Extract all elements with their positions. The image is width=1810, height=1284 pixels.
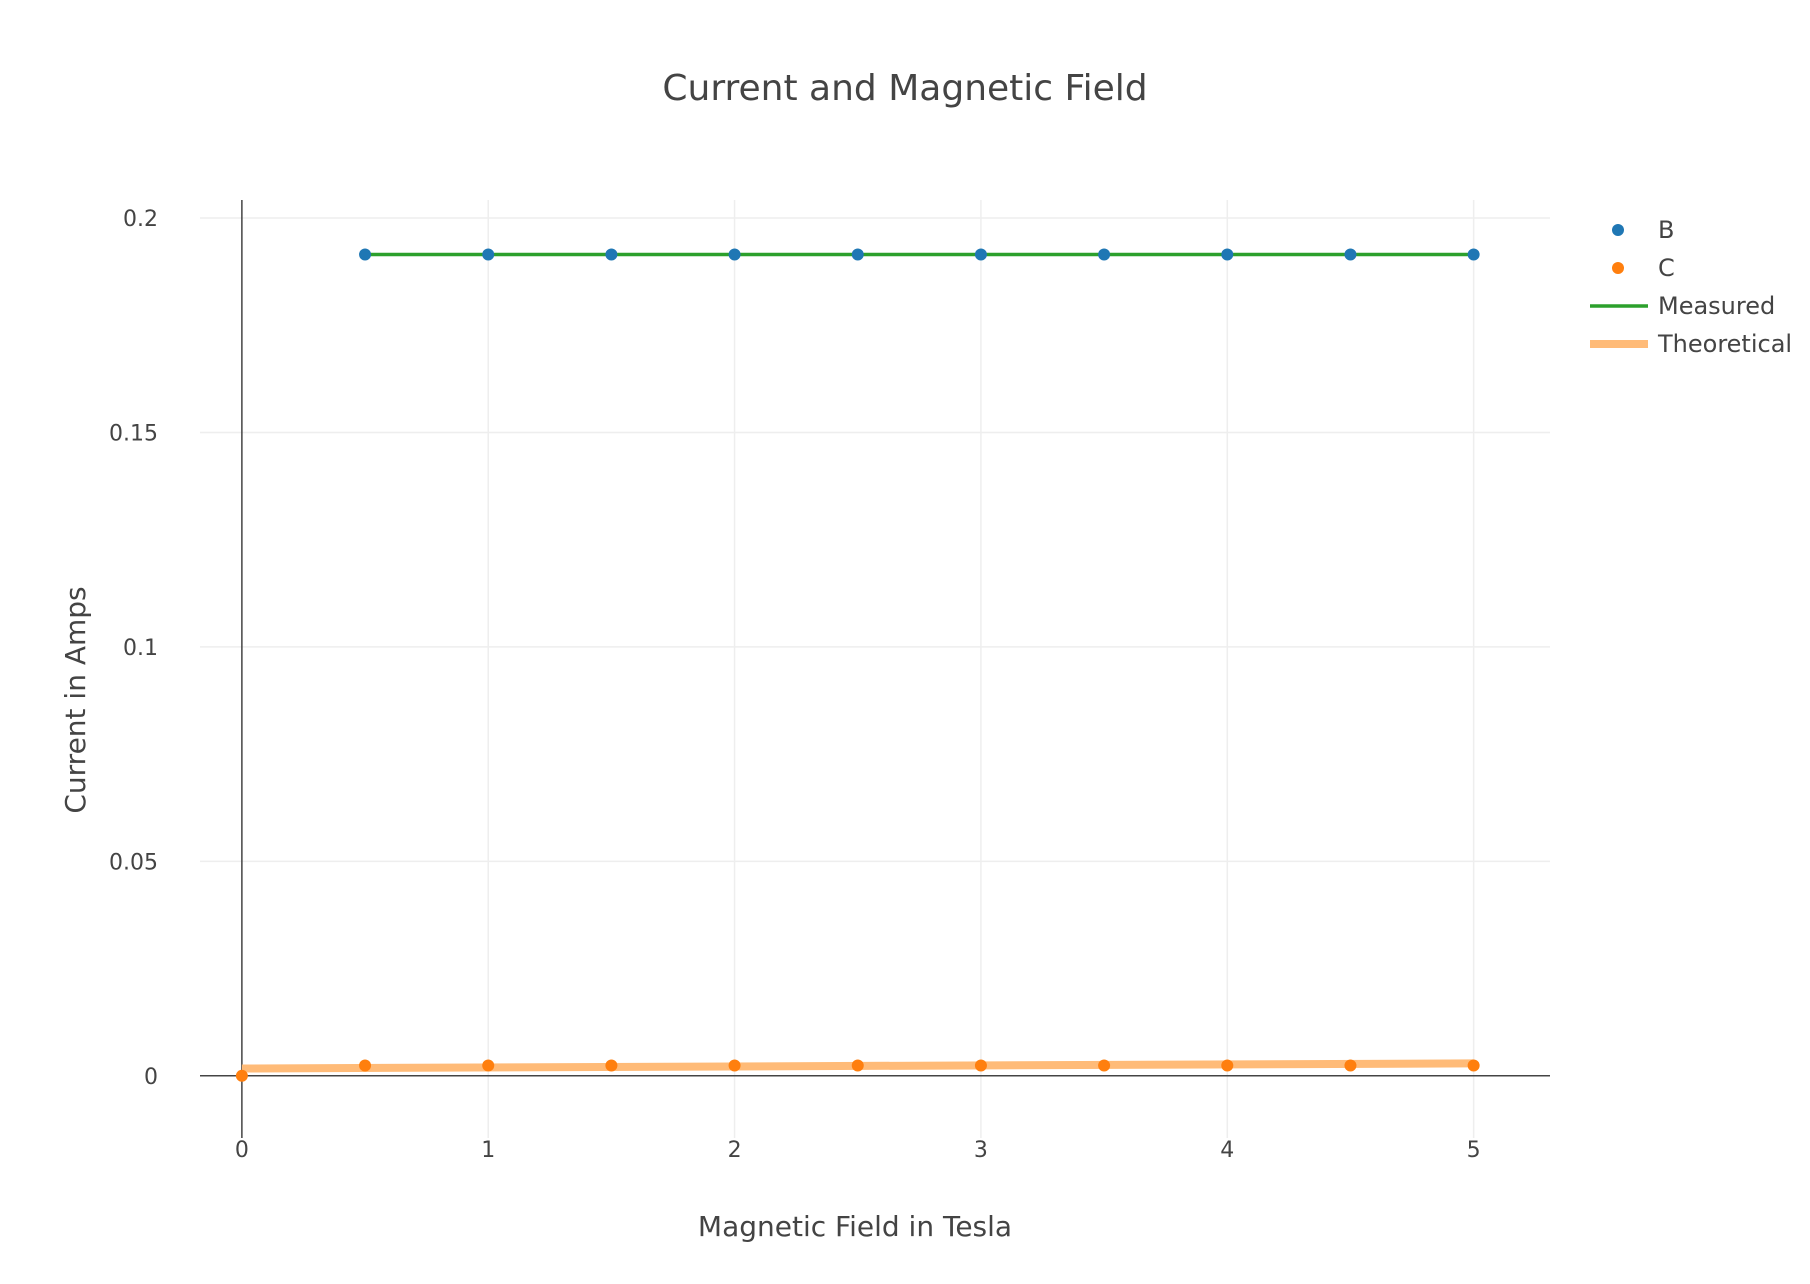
data-point-b <box>605 248 618 261</box>
axes <box>200 200 1550 1138</box>
legend-label: B <box>1658 216 1674 244</box>
data-point-c <box>728 1059 741 1072</box>
x-tick-label: 4 <box>1220 1138 1234 1163</box>
legend: BC Measured Theoretical <box>1590 216 1792 358</box>
data-point-b <box>851 248 864 261</box>
x-tick-label: 1 <box>481 1138 495 1163</box>
chart-title: Current and Magnetic Field <box>662 68 1147 109</box>
y-tick-label: 0.15 <box>109 421 158 446</box>
x-tick-label: 2 <box>728 1138 742 1163</box>
grid <box>200 200 1550 1138</box>
legend-label: C <box>1658 254 1675 282</box>
data-point-c <box>1344 1059 1357 1072</box>
x-tick-label: 0 <box>235 1138 249 1163</box>
data-point-b <box>728 248 741 261</box>
tick-labels: 0 1 2 3 4 5 0 0.05 0.1 0.15 0.2 <box>109 207 1481 1163</box>
data-point-c <box>235 1069 248 1082</box>
plot-area <box>235 248 1480 1082</box>
data-point-c <box>974 1059 987 1072</box>
x-axis-title: Magnetic Field in Tesla <box>698 1210 1012 1243</box>
data-point-b <box>359 248 372 261</box>
data-point-b <box>974 248 987 261</box>
data-point-b <box>1098 248 1111 261</box>
data-point-c <box>851 1059 864 1072</box>
data-point-c <box>1467 1059 1480 1072</box>
x-tick-label: 5 <box>1467 1138 1481 1163</box>
data-point-c <box>1098 1059 1111 1072</box>
legend-item-measured[interactable]: Measured <box>1590 292 1775 320</box>
legend-label: Measured <box>1658 292 1775 320</box>
data-point-c <box>359 1059 372 1072</box>
legend-swatch <box>1612 262 1624 274</box>
data-point-c <box>482 1059 495 1072</box>
y-tick-label: 0.2 <box>123 207 158 232</box>
legend-label: Theoretical <box>1657 330 1792 358</box>
data-point-b <box>482 248 495 261</box>
data-point-b <box>1467 248 1480 261</box>
data-point-c <box>1221 1059 1234 1072</box>
x-tick-label: 3 <box>974 1138 988 1163</box>
data-point-b <box>1221 248 1234 261</box>
y-tick-label: 0.1 <box>123 636 158 661</box>
data-point-b <box>1344 248 1357 261</box>
legend-swatch <box>1612 224 1624 236</box>
y-tick-label: 0 <box>144 1065 158 1090</box>
legend-item-c[interactable]: C <box>1612 254 1675 282</box>
y-tick-label: 0.05 <box>109 850 158 875</box>
legend-item-b[interactable]: B <box>1612 216 1674 244</box>
y-axis-title: Current in Amps <box>59 586 92 813</box>
legend-item-theoretical[interactable]: Theoretical <box>1590 330 1792 358</box>
data-point-c <box>605 1059 618 1072</box>
